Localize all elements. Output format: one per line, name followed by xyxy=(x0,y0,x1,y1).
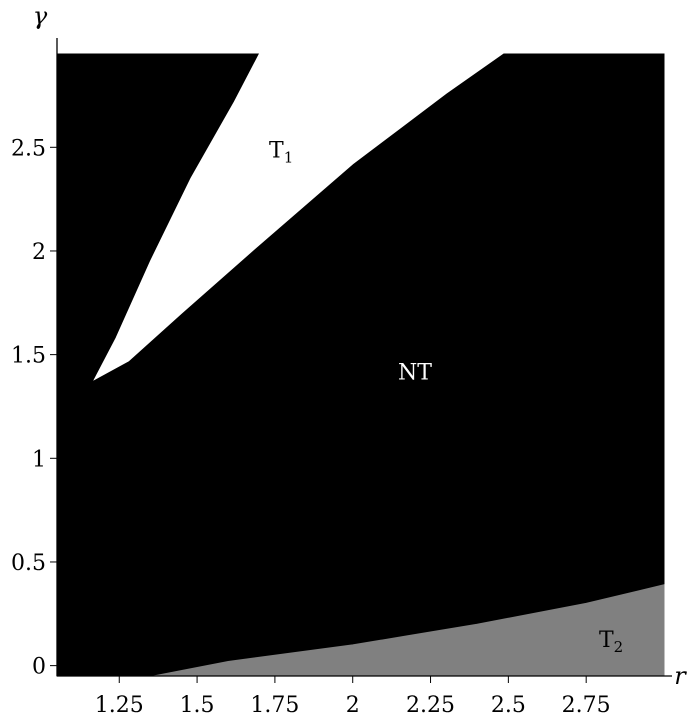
y-tick-label: 2 xyxy=(32,240,46,265)
region-t1 xyxy=(93,53,504,381)
y-ticks: 0 0.5 1 1.5 2 2.5 xyxy=(11,136,57,680)
y-tick-label: 2.5 xyxy=(11,136,46,161)
y-tick-label: 0 xyxy=(32,655,46,680)
y-tick-label: 0.5 xyxy=(11,551,46,576)
region-label-nt: NT xyxy=(398,361,432,386)
y-tick-label: 1.5 xyxy=(11,344,46,369)
region-labels: NT T1 T2 xyxy=(269,139,623,656)
y-axis-label: γ xyxy=(33,2,48,30)
x-tick-label: 1.25 xyxy=(95,693,144,718)
axes xyxy=(56,38,672,677)
x-ticks: 1.25 1.5 1.75 2 2.25 2.5 2.75 xyxy=(95,676,611,718)
region-label-t2: T2 xyxy=(599,628,623,656)
x-tick-label: 2.5 xyxy=(491,693,526,718)
x-axis-label: r xyxy=(674,662,687,690)
x-tick-label: 2.75 xyxy=(562,693,611,718)
x-tick-label: 1.75 xyxy=(250,693,299,718)
region-t2 xyxy=(153,584,665,677)
x-tick-label: 1.5 xyxy=(180,693,215,718)
x-tick-label: 2.25 xyxy=(406,693,455,718)
region-label-t1: T1 xyxy=(269,139,293,167)
x-tick-label: 2 xyxy=(346,693,360,718)
y-tick-label: 1 xyxy=(32,447,46,472)
regions xyxy=(56,53,665,677)
